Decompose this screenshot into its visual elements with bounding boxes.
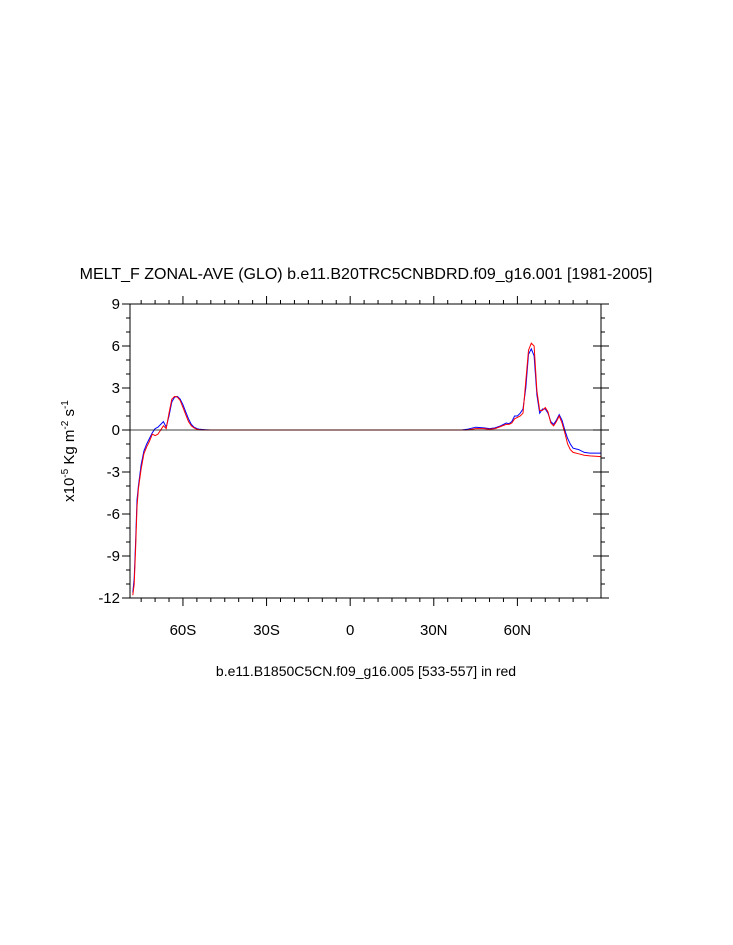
y-axis-label-prefix: x10 (61, 478, 78, 502)
x-axis-label: b.e11.B1850C5CN.f09_g16.005 [533-557] in… (216, 663, 516, 679)
series-line-0 (132, 347, 601, 593)
series-layer (132, 342, 602, 596)
y-axis-label-exp2: -2 (60, 420, 71, 429)
y-axis-label-exp3: -1 (60, 400, 71, 409)
x-tick-label: 60N (504, 622, 532, 639)
y-tick-label: 0 (112, 422, 120, 439)
y-tick-label: 9 (112, 296, 120, 313)
x-tick-label: 60S (170, 622, 197, 639)
y-tick-label: -12 (98, 590, 120, 607)
x-tick-label: 30S (253, 622, 280, 639)
series-line-1 (132, 342, 602, 596)
y-tick-label: 3 (112, 380, 120, 397)
y-axis-label-mid: Kg m (61, 430, 78, 469)
plot-area: 9 6 3 0 -3 -6 -9 -12 60S 30S 0 30N 60N (98, 296, 609, 639)
y-tick-label: -9 (107, 548, 120, 565)
y-axis-label-mid2: s (61, 409, 78, 421)
y-axis-label: x10-5 Kg m-2 s-1 (60, 400, 78, 502)
ticks-layer: 9 6 3 0 -3 -6 -9 -12 60S 30S 0 30N 60N (98, 296, 609, 639)
y-tick-label: -6 (107, 506, 120, 523)
x-tick-label: 30N (420, 622, 448, 639)
chart-title: MELT_F ZONAL-AVE (GLO) b.e11.B20TRC5CNBD… (80, 266, 653, 283)
y-tick-label: -3 (107, 464, 120, 481)
plot-frame (129, 303, 602, 599)
x-tick-label: 0 (346, 622, 354, 639)
y-tick-label: 6 (112, 338, 120, 355)
y-axis-label-exp1: -5 (60, 468, 71, 477)
